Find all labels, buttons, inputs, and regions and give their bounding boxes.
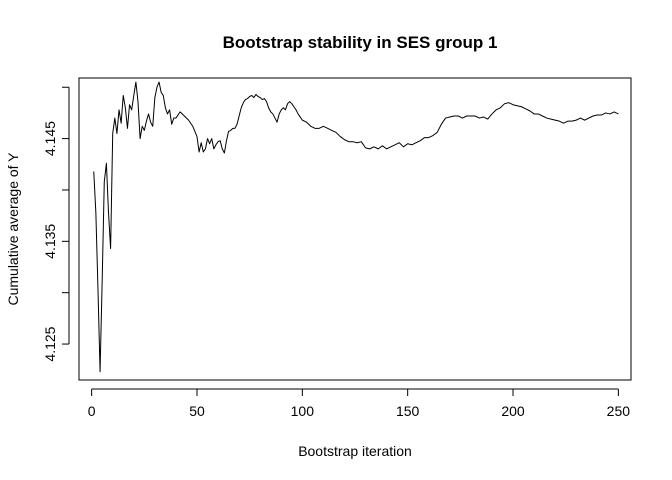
- y-tick-label: 4.125: [42, 326, 58, 361]
- x-axis: 0 50 100 150 200 250: [88, 388, 631, 419]
- y-tick-label: 4.145: [42, 121, 58, 156]
- x-tick-label: 50: [189, 403, 205, 419]
- cumulative-average-line: [93, 81, 619, 373]
- chart-title: Bootstrap stability in SES group 1: [223, 33, 498, 52]
- y-axis: 4.125 4.135 4.145: [42, 86, 70, 362]
- y-tick-label: 4.135: [42, 224, 58, 259]
- plot-frame: [78, 77, 632, 381]
- x-tick-label: 200: [501, 403, 525, 419]
- x-axis-title: Bootstrap iteration: [298, 443, 412, 459]
- y-axis-title: Cumulative average of Y: [5, 152, 21, 306]
- x-tick-label: 250: [607, 403, 631, 419]
- x-tick-label: 0: [88, 403, 96, 419]
- x-tick-label: 100: [291, 403, 315, 419]
- x-tick-label: 150: [396, 403, 420, 419]
